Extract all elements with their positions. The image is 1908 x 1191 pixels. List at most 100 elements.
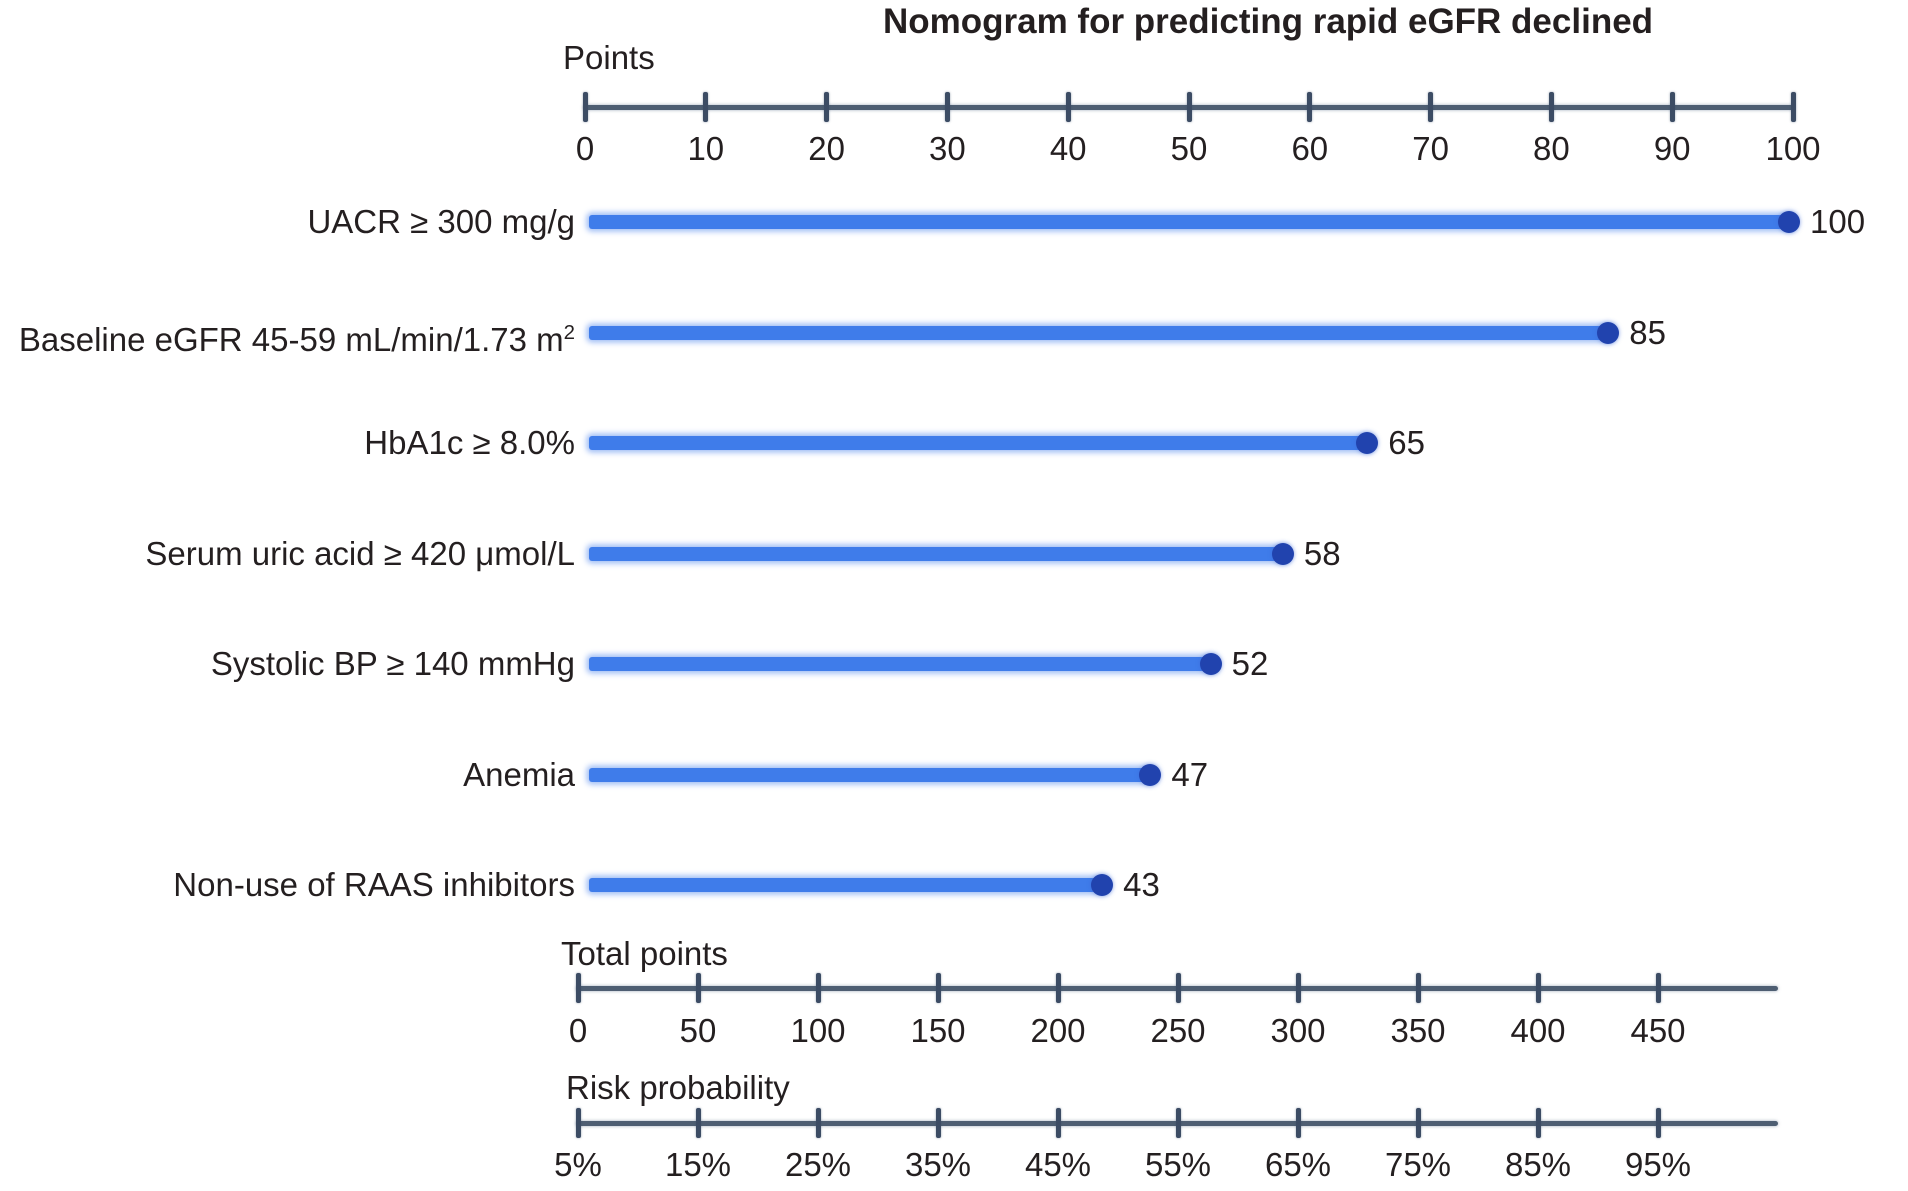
points-tick-label: 10 bbox=[687, 130, 725, 167]
row-bar bbox=[589, 546, 1288, 561]
row-category-label: Baseline eGFR 45-59 mL/min/1.73 m2 bbox=[19, 309, 575, 364]
points-tick-label: 0 bbox=[575, 130, 595, 167]
total-points-tick-label: 250 bbox=[1150, 1012, 1206, 1049]
row-category-text: Baseline eGFR 45-59 mL/min/1.73 m bbox=[18, 320, 564, 358]
risk-probability-tick-label: 65% bbox=[1264, 1146, 1332, 1183]
total-points-tick-mark bbox=[1655, 973, 1661, 1003]
points-tick-label: 30 bbox=[929, 130, 966, 167]
points-tick-mark bbox=[1428, 92, 1434, 122]
row-value-label: 100 bbox=[1810, 203, 1866, 240]
chart-title: Nomogram for predicting rapid eGFR decli… bbox=[882, 2, 1654, 41]
points-tick-label: 20 bbox=[808, 130, 845, 167]
risk-probability-tick-mark bbox=[1655, 1108, 1661, 1138]
points-tick-mark bbox=[824, 92, 830, 122]
points-axis-caption: Points bbox=[563, 39, 655, 76]
row-category-text: UACR ≥ 300 mg/g bbox=[307, 203, 575, 240]
points-tick-mark bbox=[1307, 92, 1313, 122]
points-tick-mark bbox=[1669, 92, 1675, 122]
risk-probability-tick-mark bbox=[1415, 1108, 1421, 1138]
total-points-tick-label: 150 bbox=[910, 1012, 966, 1049]
row-category-text: Anemia bbox=[463, 755, 575, 793]
points-tick-mark bbox=[1065, 92, 1071, 122]
total-points-tick-mark bbox=[1295, 973, 1301, 1003]
points-tick-label: 40 bbox=[1049, 130, 1087, 167]
risk-probability-axis-caption: Risk probability bbox=[566, 1069, 790, 1106]
row-value-label: 58 bbox=[1303, 534, 1341, 572]
row-value-label: 43 bbox=[1123, 866, 1160, 903]
row-category-text: HbA1c ≥ 8.0% bbox=[364, 424, 575, 461]
points-tick-label: 50 bbox=[1170, 130, 1208, 167]
points-tick-mark bbox=[703, 92, 709, 122]
row-bar bbox=[589, 436, 1373, 450]
risk-probability-tick-label: 55% bbox=[1144, 1146, 1212, 1183]
points-tick-mark bbox=[944, 92, 950, 122]
row-category-label: HbA1c ≥ 8.0% bbox=[364, 419, 575, 467]
total-points-tick-mark bbox=[935, 973, 941, 1003]
total-points-tick-mark bbox=[1055, 973, 1061, 1003]
risk-probability-tick-mark bbox=[695, 1108, 701, 1138]
risk-probability-tick-label: 25% bbox=[784, 1146, 852, 1183]
risk-probability-tick-mark bbox=[575, 1108, 581, 1138]
total-points-tick-label: 100 bbox=[790, 1012, 846, 1049]
total-points-tick-label: 200 bbox=[1030, 1012, 1086, 1049]
row-bar bbox=[589, 657, 1216, 671]
risk-probability-tick-label: 75% bbox=[1384, 1146, 1452, 1183]
total-points-tick-mark bbox=[815, 973, 821, 1003]
points-tick-label: 100 bbox=[1765, 130, 1821, 167]
bar-endpoint-dot bbox=[1271, 542, 1294, 565]
row-value-label: 85 bbox=[1629, 313, 1666, 351]
risk-probability-tick-mark bbox=[1295, 1108, 1301, 1138]
points-tick-label: 90 bbox=[1653, 130, 1691, 167]
total-points-tick-label: 400 bbox=[1510, 1012, 1566, 1049]
total-points-tick-label: 300 bbox=[1270, 1012, 1326, 1049]
row-category-label: Non-use of RAAS inhibitors bbox=[173, 861, 575, 909]
row-category-text: Systolic BP ≥ 140 mmHg bbox=[210, 645, 575, 682]
points-tick-label: 80 bbox=[1533, 130, 1570, 167]
total-points-tick-mark bbox=[1175, 973, 1181, 1003]
row-bar bbox=[589, 215, 1794, 229]
points-tick-label: 60 bbox=[1291, 130, 1329, 167]
row-value-label: 52 bbox=[1231, 645, 1269, 682]
row-category-text: Non-use of RAAS inhibitors bbox=[173, 866, 575, 903]
risk-probability-tick-label: 35% bbox=[904, 1146, 972, 1183]
row-bar bbox=[589, 325, 1614, 340]
total-points-tick-mark bbox=[575, 973, 581, 1003]
bar-endpoint-dot bbox=[1597, 321, 1620, 344]
row-category-label: UACR ≥ 300 mg/g bbox=[307, 198, 575, 246]
risk-probability-tick-mark bbox=[1175, 1108, 1181, 1138]
row-value-label: 47 bbox=[1171, 755, 1209, 793]
total-points-tick-label: 0 bbox=[568, 1012, 588, 1049]
row-category-label: Anemia bbox=[463, 751, 575, 799]
points-tick-label: 70 bbox=[1412, 130, 1449, 167]
total-points-tick-label: 350 bbox=[1390, 1012, 1446, 1049]
points-tick-mark bbox=[1790, 92, 1796, 122]
points-tick-mark bbox=[1186, 92, 1192, 122]
risk-probability-tick-label: 85% bbox=[1504, 1146, 1572, 1183]
points-tick-mark bbox=[582, 92, 588, 122]
risk-probability-tick-label: 95% bbox=[1624, 1146, 1692, 1183]
total-points-tick-label: 50 bbox=[679, 1012, 717, 1049]
row-bar bbox=[589, 878, 1108, 892]
risk-probability-tick-mark bbox=[815, 1108, 821, 1138]
total-points-tick-mark bbox=[1535, 973, 1541, 1003]
bar-endpoint-dot bbox=[1199, 653, 1222, 675]
total-points-tick-label: 450 bbox=[1630, 1012, 1686, 1049]
total-points-axis-caption: Total points bbox=[561, 935, 728, 972]
risk-probability-tick-mark bbox=[1535, 1108, 1541, 1138]
row-category-label: Systolic BP ≥ 140 mmHg bbox=[211, 640, 575, 688]
risk-probability-tick-label: 5% bbox=[554, 1146, 602, 1183]
risk-probability-tick-mark bbox=[935, 1108, 941, 1138]
bar-endpoint-dot bbox=[1091, 874, 1114, 896]
row-category-label: Serum uric acid ≥ 420 μmol/L bbox=[145, 530, 575, 578]
risk-probability-tick-label: 45% bbox=[1024, 1146, 1092, 1183]
points-tick-mark bbox=[1548, 92, 1554, 122]
row-category-superscript: 2 bbox=[563, 320, 575, 344]
bar-endpoint-dot bbox=[1356, 432, 1379, 454]
bar-endpoint-dot bbox=[1778, 211, 1800, 233]
row-value-label: 65 bbox=[1388, 424, 1425, 461]
row-bar bbox=[589, 767, 1156, 782]
total-points-tick-mark bbox=[695, 973, 701, 1003]
total-points-tick-mark bbox=[1415, 973, 1421, 1003]
bar-endpoint-dot bbox=[1139, 763, 1162, 786]
